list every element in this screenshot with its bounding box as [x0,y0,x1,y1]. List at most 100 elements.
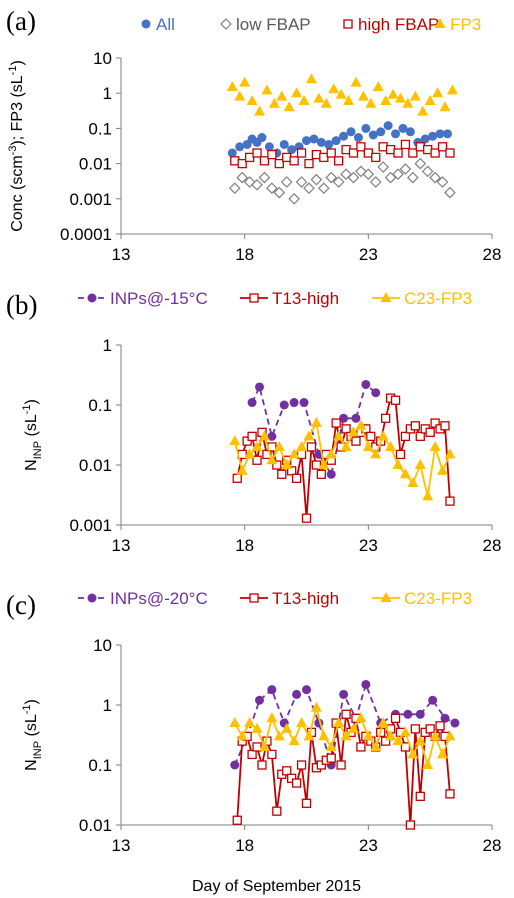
panel-a-series-all-point [376,127,386,137]
panel-b-legend-marker [87,293,97,303]
panel-c-x-tick-label: 13 [112,836,131,855]
panel-c-series-c23-fp3-point [236,730,248,741]
panel-a-series-all-point [435,129,445,139]
panel-c-series-inps-20-c-point [403,709,413,719]
panel-b-series-c23-fp3-point [370,448,382,459]
panel-a-series-high-fbap-point [267,149,277,160]
panel-b-series-c23-fp3-point [399,468,411,479]
panel-a-y-tick-label: 1 [103,84,112,103]
panel-a-series-all [227,121,452,158]
panel-a-series-low-fbap-point [332,176,345,188]
panel-a-series-fp3-point [432,87,444,98]
panel-a-series-high-fbap-point [400,139,411,150]
panel-a-series-high-fbap-point [430,148,440,158]
panel-c-series-t13-high-point [390,713,401,723]
panel-c-series-inps-20-c-point [339,689,349,699]
panel-b-series-t13-high-point [242,436,252,446]
panel-a-series-low-fbap-point [392,168,404,181]
panel-a-legend-label: low FBAP [236,15,311,34]
panel-c-y-tick-label: 10 [93,636,112,655]
panel-a-legend-entry: high FBAP [343,15,439,34]
panel-c-series-inps-20-c-point [267,685,277,695]
ylabel-text: Conc (scm [9,155,26,231]
ylabel-sup: -1 [21,704,33,714]
panel-c-series-c23-fp3-point [399,726,411,737]
panel-a-series-all-point [324,139,334,149]
panel-b-series-c23-fp3-point [340,440,352,451]
panel-a-series-fp3-point [372,81,384,92]
panel-c-series-t13-high-point [252,742,262,752]
panel-a-series-high-fbap-point [304,158,314,169]
panel-c-series-c23-fp3-point [392,735,404,746]
panel-c-series-inps-20-c-point [450,718,460,728]
panel-a-x-tick-label: 18 [235,245,254,264]
panel-c-series-c23-fp3-point [437,748,449,759]
panel-c-series-c23-fp3-point [258,740,270,751]
panel-a-series-fp3-point [328,83,340,94]
panel-b-series-t13-high-point [410,421,420,431]
panel-a-series-low-fbap-point [436,176,449,188]
panel-a-series-all-point [257,133,267,143]
panel-b-series-c23-fp3-point [251,440,263,451]
panel-a-series-all-point [339,131,349,141]
panel-a-series-all-point [279,139,289,149]
panel-b-series-t13-high-point [351,436,361,446]
panel-a-legend-entry: All [141,15,175,34]
panel-a-series-all-point [361,123,371,133]
panel-b-series-c23-fp3-point [377,430,389,441]
panel-a-series-fp3-point [357,90,369,101]
panel-b-series-t13-high-point [311,460,322,470]
panel-c-series-c23-fp3-point [273,730,285,741]
panel-a-legend-label: high FBAP [358,15,439,34]
ylabel-sup: -3 [7,146,19,156]
panel-a-legend-label: All [156,15,175,34]
panel-a-series-fp3-point [320,97,332,108]
panel-c-series-t13-high-point [425,724,435,734]
panel-a-series-low-fbap [228,157,456,205]
panel-a-series-low-fbap-point [369,176,382,188]
panel-a-series-all-point [368,130,378,140]
panel-c-series-c23-fp3-point [281,722,293,733]
panel-c-series-t13-high-point [415,791,425,802]
panel-a-series-fp3-point [335,88,347,99]
panel-c-series-c23-fp3-point [385,730,397,741]
panel-a-series-fp3-point [276,90,288,101]
panel-a-legend-marker [220,18,232,30]
panel-a-series-high-fbap-point [237,158,247,169]
ylabel-text: ); FP3 (sL [9,75,26,145]
panel-a-series-fp3-point [439,101,451,112]
panel-b-series-c23-fp3-point [355,419,367,430]
panel-b-series-inps-15-c-line [251,382,377,477]
panel-a-series-all-point [428,131,438,141]
panel-b-series-c23-fp3-point [385,440,397,451]
panel-a-y-tick-label: 10 [93,49,112,68]
panel-c-x-axis-title: Day of September 2015 [192,878,361,895]
panel-a-legend-entry: low FBAP [220,15,311,34]
panel-c-y-tick-label: 1 [103,696,112,715]
panel-c-series-c23-fp3-point [429,730,441,741]
panel-b-series-t13-high-point [287,466,297,476]
panel-c-series-inps-20-c-point [415,709,425,719]
panel-b-series-t13-high-point [366,431,376,442]
panel-b-series-t13-high-point [247,431,257,442]
panel-c-y-tick-label: 0.1 [88,756,112,775]
panel-b-x-tick-label: 28 [483,536,502,555]
panel-a-series-fp3-point [424,95,436,106]
panel-a-series-low-fbap-point [303,182,315,195]
panel-b-series-t13-high-point [395,449,406,460]
panel-c-series-c23-fp3-point [444,730,456,741]
panel-b-series-t13-high-point [415,431,425,442]
panel-a-series-fp3-point [246,95,258,106]
panel-c-series-c23-fp3-point [414,735,426,746]
panel-a-series-low-fbap-point [347,171,360,184]
panel-a-series-high-fbap-point [334,156,344,166]
panel-c-series-t13-high-point [341,709,351,719]
panel-b-legend-label: INPs@-15°C [110,289,208,308]
panel-b-series-c23-fp3-point [437,464,449,475]
panel-c-series-c23-fp3 [229,701,456,769]
panel-b-series-t13-high-point [232,473,242,483]
panel-b-series-c23-fp3 [229,417,456,501]
panel-b-series-t13-high-point [331,418,341,428]
panel-b-y-axis-label: NINP (sL-1) [21,399,44,471]
panel-a-series-low-fbap-point [288,192,300,205]
